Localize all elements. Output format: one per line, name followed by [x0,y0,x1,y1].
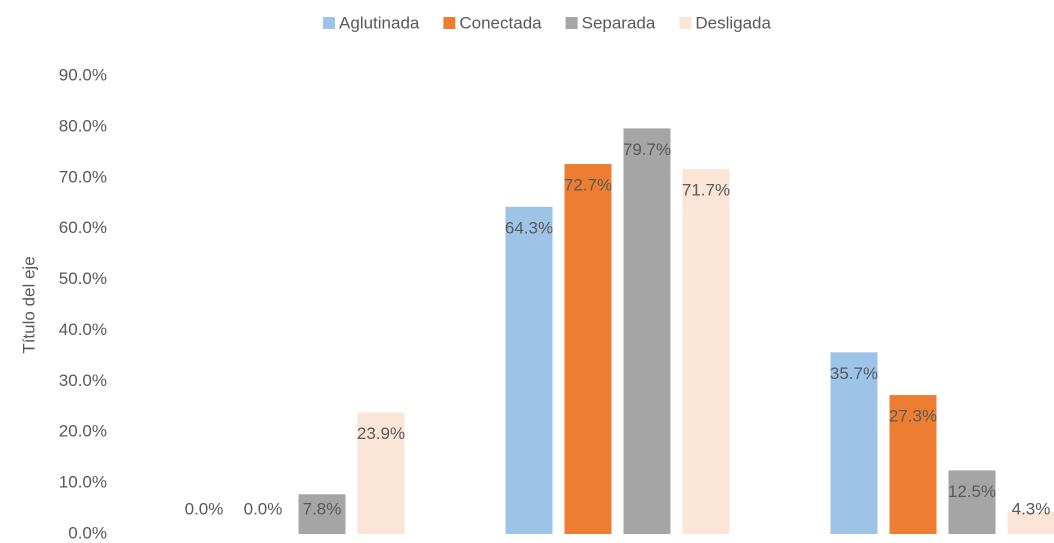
data-label: 12.5% [948,482,996,501]
y-tick-label: 0.0% [68,523,107,542]
y-tick-label: 70.0% [59,167,107,186]
bar [830,352,878,534]
bar [357,412,405,534]
legend-swatch [565,17,578,29]
bar [505,206,553,535]
y-tick-label: 10.0% [59,473,107,492]
data-label: 72.7% [564,176,612,195]
data-label: 27.3% [889,407,937,426]
data-label: 0.0% [185,499,224,518]
bar [682,169,730,535]
y-tick-label: 80.0% [59,116,107,135]
legend-swatch [443,17,456,29]
y-tick-label: 60.0% [59,218,107,237]
legend-label: Separada [582,13,656,32]
legend-swatch [323,17,336,29]
data-label: 71.7% [682,181,730,200]
data-label: 7.8% [303,499,342,518]
bar [948,470,996,534]
y-tick-label: 50.0% [59,269,107,288]
data-label: 4.3% [1012,499,1051,518]
bar [889,395,937,534]
bar [298,494,346,534]
y-tick-label: 90.0% [59,65,107,84]
data-label: 35.7% [830,364,878,383]
data-label: 0.0% [244,499,283,518]
data-label: 64.3% [505,218,553,237]
legend-label: Desligada [695,13,771,32]
bar [623,128,671,534]
y-tick-label: 20.0% [59,422,107,441]
y-tick-label: 40.0% [59,320,107,339]
data-label: 79.7% [623,140,671,159]
bar [564,164,612,534]
y-tick-label: 30.0% [59,371,107,390]
legend-swatch [679,17,692,29]
y-axis-title: Título del eje [19,256,38,353]
legend-label: Conectada [459,13,542,32]
legend-label: Aglutinada [339,13,420,32]
data-label: 23.9% [357,424,405,443]
bar [1007,512,1054,534]
